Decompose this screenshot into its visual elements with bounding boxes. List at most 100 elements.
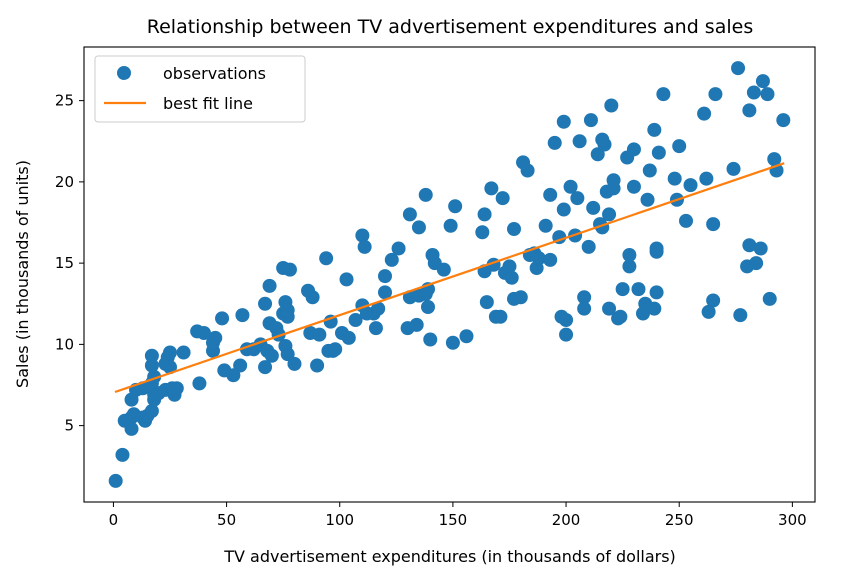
data-point [341,330,356,345]
data-point [258,360,273,375]
data-point [708,87,723,102]
data-point [733,308,748,323]
data-point [459,329,474,344]
data-point [556,202,571,217]
best-fit-line [114,162,785,394]
data-point [586,200,601,215]
data-point [577,290,592,305]
data-point [163,345,177,360]
data-point [640,192,655,207]
data-point [348,313,363,327]
data-point [163,360,177,375]
data-point [280,347,295,362]
data-point [622,259,637,274]
data-point [572,134,587,149]
data-point [749,256,764,271]
legend-best-fit-line-label: best fit line [163,94,253,113]
data-point [647,122,662,137]
x-axis: 0 50 100 150 200 250 300 [109,502,807,529]
legend-box [94,55,306,123]
data-point [409,317,424,332]
data-point [477,207,492,222]
y-axis-label: Sales (in thousands of units) [13,160,32,388]
data-point [169,381,184,396]
data-point [755,74,770,89]
data-point [547,135,562,150]
data-point [559,327,574,342]
y-tick-label: 25 [55,92,74,110]
data-point [484,181,499,196]
data-point [502,259,517,274]
data-point [448,199,463,214]
x-axis-label: TV advertisement expenditures (in thousa… [223,547,676,566]
data-point [656,87,671,102]
x-tick-label: 50 [217,511,236,529]
data-point [215,311,230,326]
data-point [701,304,716,319]
data-point [642,163,657,178]
data-point [597,137,612,152]
data-point [378,285,392,300]
legend-observations-label: observations [163,64,266,83]
data-point [697,106,712,121]
data-point [513,290,528,305]
data-point [475,225,490,240]
data-point [602,301,617,316]
data-point [371,301,386,316]
x-tick-label: 200 [552,511,581,529]
data-point [613,309,628,324]
data-point [649,285,664,300]
x-tick-label: 250 [665,511,694,529]
x-tick-label: 100 [325,511,354,529]
data-point [264,348,279,363]
data-point [753,241,768,256]
data-point [706,293,721,308]
data-point [493,309,508,324]
data-point [339,272,354,287]
data-point [233,358,248,373]
data-point [556,114,571,129]
data-point [495,191,510,206]
data-point [672,139,687,154]
data-point [312,327,327,342]
data-point [196,326,211,340]
data-point [144,404,159,418]
data-point [357,239,372,254]
data-point [418,187,433,202]
data-point [520,163,535,178]
data-point [378,269,392,284]
data-point [144,348,159,363]
data-point [411,220,426,235]
legend: observations best fit line [94,55,306,123]
data-point [504,270,519,285]
x-tick-label: 300 [778,511,807,529]
data-point [445,335,460,350]
data-point [108,473,123,488]
data-point [602,207,617,222]
data-point [391,241,406,256]
data-point [563,179,578,194]
data-point [282,262,297,277]
data-point [280,303,295,318]
data-point [368,321,383,336]
data-point [667,171,682,186]
data-point [651,145,666,160]
data-point [683,178,698,193]
data-point [649,241,664,256]
data-point [287,356,302,371]
y-axis: 5 10 15 20 25 [55,92,84,435]
data-point [577,301,592,316]
data-point [443,218,458,233]
data-point [767,152,782,167]
data-point [124,421,139,436]
chart-title: Relationship between TV advertisement ex… [147,16,753,38]
data-point [319,251,334,266]
x-tick-label: 0 [109,511,119,529]
data-point [604,98,619,113]
data-point [310,358,325,373]
data-point [699,171,714,186]
data-point [543,252,558,267]
data-point [706,217,721,232]
y-tick-label: 15 [55,254,74,272]
